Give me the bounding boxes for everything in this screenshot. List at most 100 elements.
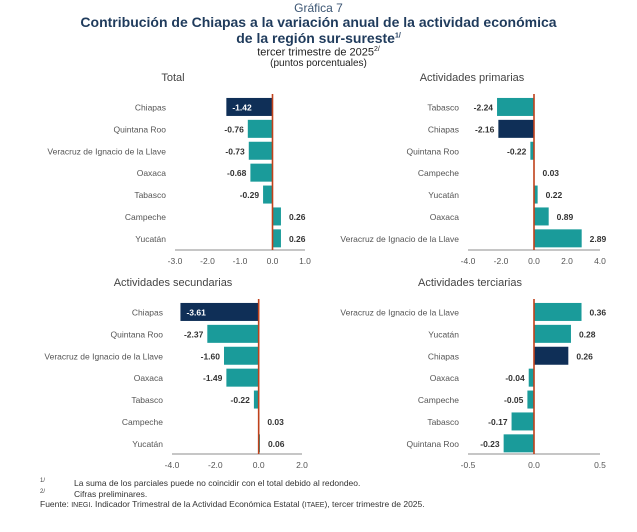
bar-oaxaca — [226, 368, 259, 387]
source-text-before: . Indicador Trimestral de la Actividad E… — [90, 499, 305, 509]
panel-title: Total — [161, 72, 184, 84]
value-label: -0.05 — [504, 395, 524, 405]
bar-campeche — [527, 390, 534, 409]
value-label: -0.22 — [507, 146, 527, 156]
x-tick-label: 0.0 — [267, 256, 279, 266]
value-label: -0.17 — [488, 417, 508, 427]
category-label: Tabasco — [134, 190, 166, 200]
value-label: -0.29 — [240, 190, 260, 200]
value-label: 0.36 — [590, 307, 607, 317]
category-label: Veracruz de Ignacio de la Llave — [340, 307, 459, 317]
category-label: Quintana Roo — [407, 439, 460, 449]
bar-oaxaca — [528, 368, 534, 387]
bar-veracruz-de-ignacio-de-la-llave — [534, 229, 582, 248]
panel-title: Actividades secundarias — [114, 277, 233, 289]
category-label: Quintana Roo — [407, 146, 460, 156]
chart-title-line1: Contribución de Chiapas a la variación a… — [80, 14, 557, 30]
category-label: Yucatán — [428, 329, 459, 339]
value-label: 0.03 — [267, 417, 284, 427]
value-label: -0.04 — [505, 373, 525, 383]
bar-oaxaca — [534, 207, 549, 226]
value-label: -2.16 — [475, 124, 495, 134]
value-label: 0.06 — [268, 439, 285, 449]
category-label: Quintana Roo — [111, 329, 164, 339]
category-label: Chiapas — [135, 102, 166, 112]
value-label: -2.37 — [184, 329, 204, 339]
category-label: Yucatán — [135, 234, 166, 244]
bar-chiapas — [180, 302, 259, 321]
category-label: Campeche — [418, 168, 459, 178]
value-label: 0.26 — [289, 234, 306, 244]
bar-quintana-roo — [207, 324, 259, 343]
value-label: 0.26 — [576, 351, 593, 361]
value-label: -0.76 — [224, 124, 244, 134]
x-tick-label: -0.5 — [461, 460, 476, 470]
x-tick-label: 1.0 — [299, 256, 311, 266]
bar-chiapas — [498, 119, 534, 138]
x-tick-label: -3.0 — [168, 256, 183, 266]
bar-quintana-roo — [530, 141, 534, 160]
category-label: Yucatán — [132, 439, 163, 449]
value-label: 0.28 — [579, 329, 596, 339]
footnote-2-text: Cifras preliminares. — [74, 489, 148, 499]
value-label: -2.24 — [474, 102, 494, 112]
bar-tabasco — [253, 390, 259, 409]
value-label: -0.73 — [225, 146, 245, 156]
bar-tabasco — [497, 97, 534, 116]
x-tick-label: -2.0 — [200, 256, 215, 266]
x-tick-label: -2.0 — [208, 460, 223, 470]
category-label: Oaxaca — [430, 373, 460, 383]
bar-yucat-n — [534, 185, 538, 204]
value-label: -0.68 — [227, 168, 247, 178]
x-tick-label: 4.0 — [594, 256, 606, 266]
bar-veracruz-de-ignacio-de-la-llave — [248, 141, 273, 160]
category-label: Tabasco — [427, 102, 459, 112]
x-tick-label: 0.0 — [253, 460, 265, 470]
category-label: Veracruz de Ignacio de la Llave — [340, 234, 459, 244]
source-note: Fuente: INEGI. Indicador Trimestral de l… — [40, 499, 425, 509]
x-tick-label: 0.0 — [528, 460, 540, 470]
footnote-ref-1: 1/ — [394, 32, 401, 40]
category-label: Quintana Roo — [114, 124, 167, 134]
category-label: Yucatán — [428, 190, 459, 200]
bar-veracruz-de-ignacio-de-la-llave — [534, 302, 582, 321]
bar-yucat-n — [272, 229, 281, 248]
chart-title-line2: de la región sur-sureste1/ — [0, 30, 637, 46]
x-tick-label: 0.0 — [528, 256, 540, 266]
bar-chiapas — [534, 346, 569, 365]
source-label: Fuente: — [40, 499, 69, 509]
x-tick-label: 2.0 — [561, 256, 573, 266]
category-label: Oaxaca — [134, 373, 164, 383]
category-label: Chiapas — [428, 351, 459, 361]
panel-title: Actividades primarias — [420, 72, 525, 84]
value-label: 0.26 — [289, 212, 306, 222]
value-label: 2.89 — [590, 234, 607, 244]
x-tick-label: -1.0 — [233, 256, 248, 266]
category-label: Tabasco — [427, 417, 459, 427]
value-label: -0.23 — [480, 439, 500, 449]
x-tick-label: -2.0 — [494, 256, 509, 266]
category-label: Veracruz de Ignacio de la Llave — [44, 351, 163, 361]
bar-quintana-roo — [247, 119, 273, 138]
footnote-1-mark: 1/ — [40, 478, 46, 484]
value-label: -3.61 — [186, 307, 206, 317]
category-label: Oaxaca — [137, 168, 167, 178]
footnote-2-mark: 2/ — [40, 489, 46, 495]
value-label: -1.42 — [232, 102, 252, 112]
category-label: Campeche — [125, 212, 166, 222]
bar-veracruz-de-ignacio-de-la-llave — [224, 346, 259, 365]
chart-number: Gráfica 7 — [294, 1, 343, 15]
source-abbr: ITAEE — [304, 502, 325, 509]
title-line2-text: de la región sur-sureste — [236, 30, 395, 46]
bar-quintana-roo — [503, 434, 534, 453]
x-tick-label: 0.5 — [594, 460, 606, 470]
value-label: -1.49 — [203, 373, 223, 383]
category-label: Oaxaca — [430, 212, 460, 222]
bar-yucat-n — [534, 324, 571, 343]
bar-tabasco — [511, 412, 534, 431]
value-label: -1.60 — [201, 351, 221, 361]
value-label: 0.03 — [542, 168, 559, 178]
category-label: Chiapas — [132, 307, 163, 317]
category-label: Campeche — [418, 395, 459, 405]
